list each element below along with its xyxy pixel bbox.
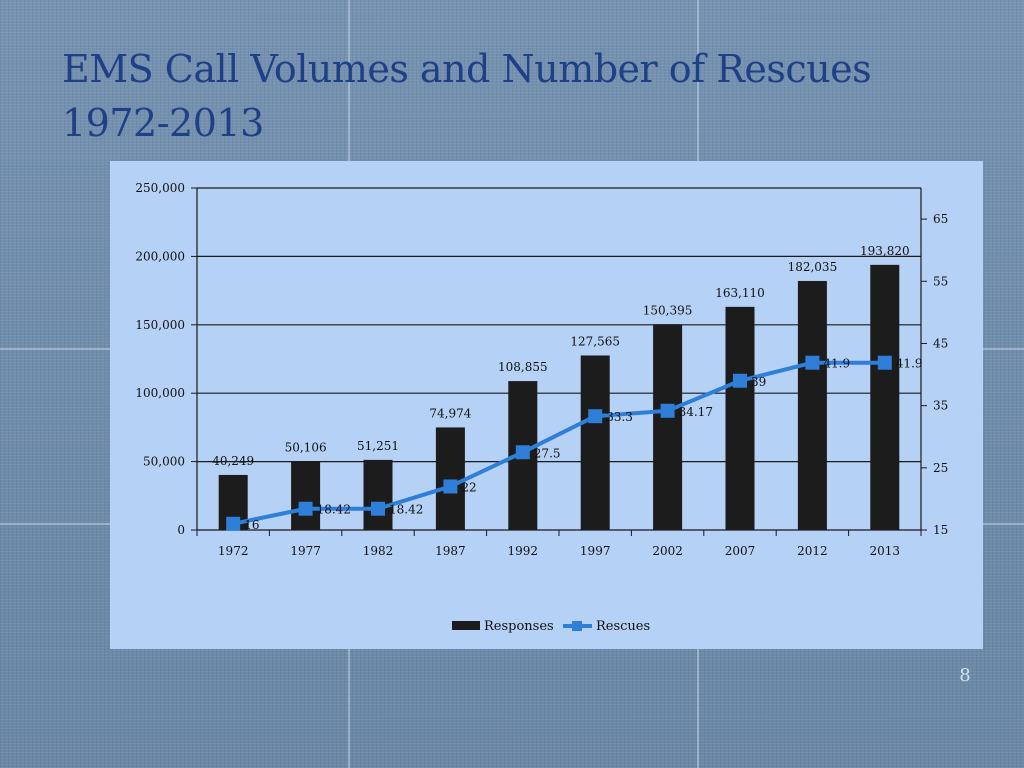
marker-rescues <box>515 445 530 460</box>
x-tick-label: 1977 <box>290 544 321 558</box>
marker-rescues <box>877 355 892 370</box>
marker-rescues <box>805 355 820 370</box>
marker-rescues <box>660 403 675 418</box>
bar-data-label: 50,106 <box>285 440 327 454</box>
x-tick-label: 2012 <box>797 544 828 558</box>
line-rescues <box>232 360 885 526</box>
x-tick-label: 2013 <box>870 544 901 558</box>
y-left-tick-label: 50,000 <box>143 455 185 469</box>
marker-rescues <box>298 501 313 516</box>
bar-responses <box>797 280 827 530</box>
bar-data-label: 40,249 <box>212 454 254 468</box>
y-right-tick-label: 65 <box>933 212 948 226</box>
marker-rescues <box>588 409 603 424</box>
bar-data-label: 127,565 <box>570 334 620 348</box>
bar-responses <box>435 427 465 530</box>
bar-responses <box>870 264 900 530</box>
bar-data-label: 182,035 <box>788 260 838 274</box>
marker-rescues <box>733 373 747 388</box>
bar-responses <box>580 355 610 530</box>
bar-data-label: 74,974 <box>429 406 471 420</box>
x-tick-label: 1982 <box>363 544 394 558</box>
bar-data-label: 150,395 <box>643 303 693 317</box>
line-data-label: 41.9 <box>823 357 850 371</box>
y-left-tick-label: 200,000 <box>135 249 185 263</box>
bar-responses <box>725 306 755 530</box>
x-tick-label: 2002 <box>652 544 683 558</box>
y-left-tick-label: 250,000 <box>135 181 185 195</box>
line-data-label: 18.42 <box>317 503 351 517</box>
line-data-label: 22 <box>461 480 476 494</box>
slide-title-line-1: EMS Call Volumes and Number of Rescues <box>62 47 872 91</box>
line-data-label: 27.5 <box>534 446 561 460</box>
marker-rescues <box>371 501 385 516</box>
slide-title-line-2: 1972-2013 <box>62 101 264 145</box>
line-data-label: 18.42 <box>389 503 423 517</box>
x-tick-label: 1972 <box>218 544 249 558</box>
y-left-tick-label: 150,000 <box>135 318 185 332</box>
y-right-tick-label: 55 <box>933 274 948 288</box>
marker-rescues <box>443 479 458 494</box>
x-tick-label: 1987 <box>435 544 466 558</box>
combo-chart: 0 50,000 100,000 150,000 200,000 250,000 15 25 3… <box>135 181 948 634</box>
x-tick-label: 1997 <box>580 544 611 558</box>
legend-swatch-responses <box>452 621 480 630</box>
y-right-tick-label: 35 <box>933 399 948 413</box>
marker-rescues <box>226 516 241 531</box>
y-right-tick-label: 25 <box>933 461 948 475</box>
legend-marker-rescues <box>572 621 582 631</box>
y-left-tick-label: 100,000 <box>135 386 185 400</box>
y-right-tick-label: 45 <box>933 336 948 350</box>
line-data-label: 39 <box>751 375 766 389</box>
line-data-label: 16 <box>244 518 259 532</box>
bar-data-label: 108,855 <box>498 360 548 374</box>
bar-data-label: 163,110 <box>715 286 765 300</box>
legend-label-rescues: Rescues <box>596 619 650 634</box>
page-number: 8 <box>959 665 971 686</box>
legend-label-responses: Responses <box>484 619 554 634</box>
slide-title: EMS Call Volumes and Number of Rescues 1… <box>62 42 962 150</box>
bar-responses <box>653 324 683 530</box>
x-tick-label: 2007 <box>725 544 756 558</box>
bar-data-label: 193,820 <box>860 244 910 258</box>
line-data-label: 33.3 <box>606 410 633 424</box>
x-tick-label: 1992 <box>508 544 539 558</box>
y-right-tick-label: 15 <box>933 523 948 537</box>
bar-responses <box>291 461 321 530</box>
bar-responses <box>363 459 393 530</box>
line-data-label: 34.17 <box>679 405 713 419</box>
bar-data-label: 51,251 <box>357 439 399 453</box>
line-data-label: 41.9 <box>896 357 923 371</box>
chart-panel: 0 50,000 100,000 150,000 200,000 250,000 15 25 3… <box>110 161 983 649</box>
y-left-tick-label: 0 <box>177 523 185 537</box>
